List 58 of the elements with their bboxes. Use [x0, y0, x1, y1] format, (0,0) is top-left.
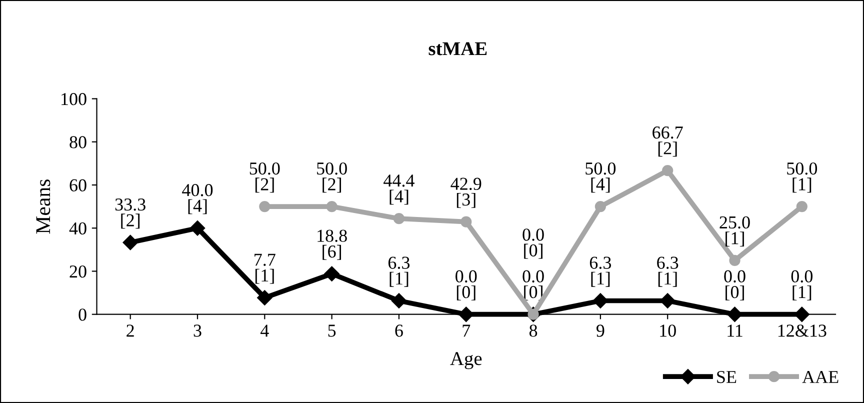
point: [190, 220, 206, 236]
point: [460, 216, 472, 228]
y-axis-title: Means: [36, 180, 50, 234]
x-tick-label: 7: [462, 324, 470, 337]
legend-label: AAE: [802, 370, 838, 383]
x-tick-label: 5: [328, 324, 336, 337]
point: [324, 266, 340, 282]
data-label: 6.3 [1]: [657, 256, 678, 287]
point: [594, 200, 606, 212]
y-tick-label: 20: [70, 265, 86, 278]
point: [259, 200, 270, 212]
point: [257, 290, 272, 306]
data-label: 50.0 [4]: [586, 162, 616, 193]
data-label: 42.9 [3]: [450, 178, 482, 208]
point: [393, 213, 405, 224]
data-label: 50.0 [1]: [787, 162, 818, 193]
x-tick-label: 3: [194, 324, 202, 337]
point: [122, 234, 138, 250]
x-tick-label: 4: [260, 324, 269, 337]
y-tick-label: 100: [62, 92, 86, 106]
point: [796, 200, 808, 212]
data-label: 18.8 [6]: [318, 230, 347, 260]
point: [662, 164, 674, 176]
point: [727, 306, 742, 322]
y-tick-label: 0: [78, 308, 86, 321]
x-tick-label: 11: [728, 324, 742, 337]
x-tick-label: 9: [596, 324, 604, 337]
data-label: 33.3 [2]: [115, 198, 146, 229]
point: [458, 306, 474, 322]
y-tick-label: 80: [70, 136, 86, 148]
data-label: 6.3 [1]: [590, 256, 612, 287]
data-label: 0.0 [1]: [791, 270, 813, 300]
data-label: 6.3 [1]: [388, 256, 410, 287]
legend-label: SE: [717, 370, 736, 384]
x-axis-title: Age: [450, 352, 482, 370]
point: [326, 200, 338, 212]
point: [391, 293, 407, 308]
y-tick-label: 40: [69, 222, 86, 235]
data-label: 66.7 [2]: [652, 126, 683, 157]
data-label: 50.0 [2]: [250, 162, 280, 193]
data-label: 40.0 [4]: [182, 184, 213, 214]
data-label: 7.7 [1]: [254, 254, 276, 284]
data-label: 0.0 [0]: [456, 270, 477, 300]
data-label: 0.0 [0]: [522, 228, 544, 259]
data-label: 50.0 [2]: [317, 162, 347, 193]
x-tick-label: 10: [660, 324, 676, 337]
point: [660, 293, 676, 308]
x-tick-label: 2: [126, 324, 134, 337]
data-label: 44.4 [4]: [384, 174, 414, 205]
point: [794, 306, 810, 322]
y-tick-label: 60: [70, 179, 86, 192]
point: [729, 254, 740, 266]
data-label: 25.0 [1]: [720, 216, 750, 247]
chart-title: stMAE: [428, 42, 487, 56]
x-tick-label: 12&13: [778, 324, 826, 337]
data-label: 0.0 [0]: [724, 270, 746, 300]
x-tick-label: 6: [395, 324, 403, 337]
x-tick-label: 8: [529, 324, 538, 337]
